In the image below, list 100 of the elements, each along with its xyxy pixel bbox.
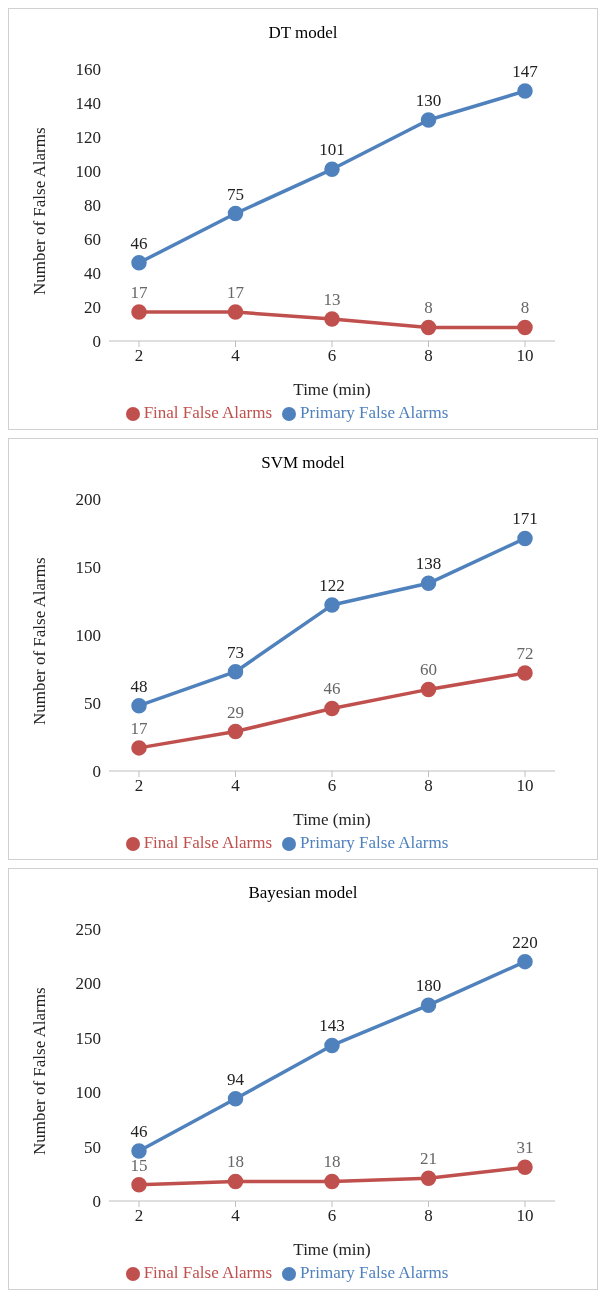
- y-tick-label: 200: [75, 490, 101, 510]
- y-tick-label: 50: [84, 694, 101, 714]
- data-label: 31: [516, 1138, 534, 1158]
- y-axis-title: Number of False Alarms: [30, 127, 50, 295]
- data-label: 48: [130, 676, 148, 696]
- chart-title: Bayesian model: [247, 882, 359, 904]
- data-label: 46: [323, 679, 341, 699]
- point: [227, 304, 244, 320]
- x-tick-label: 6: [327, 1206, 337, 1226]
- legend-label: Primary False Alarms: [300, 403, 449, 422]
- data-label: 180: [415, 976, 442, 996]
- data-label: 15: [130, 1155, 148, 1175]
- x-axis-title: Time (min): [293, 380, 371, 399]
- data-label: 18: [323, 1152, 341, 1172]
- x-tick-label: 10: [516, 776, 534, 796]
- point: [420, 1170, 437, 1186]
- point: [324, 597, 340, 613]
- data-label: 73: [227, 642, 244, 662]
- y-tick-label: 0: [92, 332, 101, 352]
- data-label: 46: [130, 1121, 148, 1141]
- x-tick-label: 8: [424, 346, 433, 366]
- point: [517, 953, 533, 970]
- point: [517, 530, 533, 547]
- point: [420, 997, 437, 1013]
- data-label: 17: [227, 283, 245, 303]
- y-tick-label: 140: [75, 94, 101, 114]
- x-tick-label: 6: [327, 346, 337, 366]
- data-label: 171: [512, 509, 538, 529]
- data-label: 94: [227, 1069, 245, 1089]
- point: [131, 1143, 147, 1159]
- point: [324, 311, 340, 327]
- y-tick-label: 100: [75, 626, 101, 646]
- point: [227, 663, 244, 680]
- data-label: 8: [520, 298, 530, 318]
- y-tick-label: 150: [75, 558, 101, 578]
- point: [227, 205, 244, 222]
- point: [517, 319, 533, 336]
- data-label: 130: [415, 91, 442, 110]
- legend-label: Primary False Alarms: [300, 833, 449, 852]
- point: [420, 112, 437, 128]
- x-tick-label: 2: [134, 776, 144, 796]
- point: [324, 161, 340, 178]
- data-label: 138: [415, 554, 442, 574]
- legend-label: Final False Alarms: [143, 833, 273, 852]
- data-label: 17: [130, 283, 148, 303]
- x-tick-label: 4: [231, 776, 241, 796]
- data-label: 220: [512, 932, 538, 952]
- point: [131, 697, 147, 714]
- x-tick-label: 2: [134, 346, 144, 366]
- point: [420, 681, 437, 698]
- y-tick-label: 100: [75, 1083, 101, 1103]
- x-tick-label: 10: [516, 1206, 534, 1226]
- point: [420, 319, 437, 336]
- point: [324, 700, 340, 717]
- y-axis-title: Number of False Alarms: [30, 557, 50, 725]
- point: [131, 304, 147, 320]
- y-tick-label: 50: [84, 1137, 101, 1157]
- point: [131, 1176, 147, 1193]
- data-label: 122: [319, 576, 345, 596]
- chart-title: SVM model: [260, 452, 346, 474]
- y-tick-label: 100: [75, 162, 101, 182]
- x-tick-label: 4: [231, 346, 241, 366]
- y-tick-label: 20: [84, 298, 101, 318]
- data-label: 143: [319, 1016, 345, 1036]
- legend-label: Final False Alarms: [143, 403, 273, 422]
- x-tick-label: 8: [424, 1206, 433, 1226]
- data-label: 60: [420, 660, 437, 680]
- x-tick-label: 10: [516, 346, 534, 366]
- point: [324, 1037, 340, 1054]
- data-label: 72: [516, 644, 534, 664]
- x-axis-title: Time (min): [293, 810, 371, 829]
- y-tick-label: 40: [84, 264, 101, 284]
- y-tick-label: 60: [84, 230, 101, 250]
- y-tick-label: 120: [75, 128, 101, 148]
- data-label: 17: [130, 718, 148, 738]
- data-label: 147: [512, 62, 539, 82]
- x-tick-label: 4: [231, 1206, 241, 1226]
- data-label: 21: [420, 1149, 437, 1169]
- data-label: 29: [227, 702, 244, 722]
- x-tick-label: 6: [327, 776, 337, 796]
- y-tick-label: 0: [92, 762, 101, 782]
- data-label: 75: [227, 184, 244, 204]
- point: [517, 665, 533, 681]
- y-tick-label: 250: [75, 920, 101, 940]
- point: [517, 83, 533, 99]
- y-tick-label: 80: [84, 196, 101, 216]
- data-label: 8: [424, 298, 433, 318]
- y-tick-label: 200: [75, 974, 101, 994]
- x-axis-title: Time (min): [293, 1240, 371, 1259]
- point: [131, 740, 147, 756]
- y-tick-label: 0: [92, 1192, 101, 1212]
- point: [517, 1159, 533, 1176]
- point: [227, 1173, 244, 1190]
- point: [227, 723, 244, 740]
- legend-label: Final False Alarms: [143, 1263, 273, 1282]
- x-tick-label: 2: [134, 1206, 144, 1226]
- point: [324, 1173, 340, 1190]
- chart-title: DT model: [267, 22, 339, 44]
- y-tick-label: 160: [75, 60, 101, 80]
- data-label: 101: [319, 140, 345, 160]
